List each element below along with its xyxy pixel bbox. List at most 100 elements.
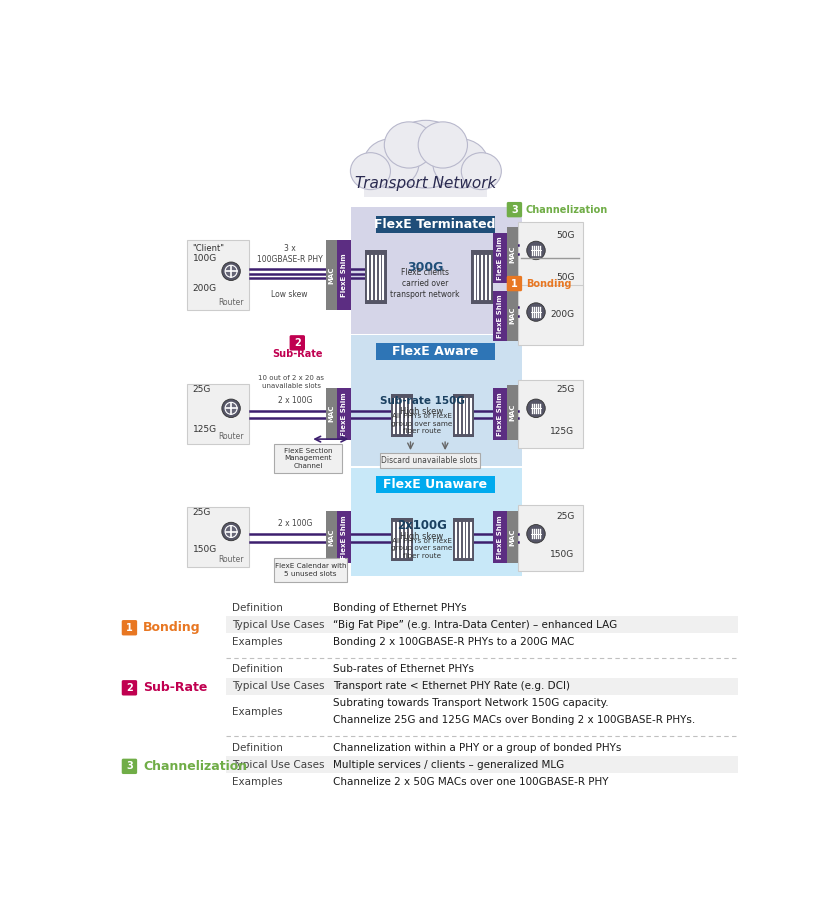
Text: FlexE Calendar with
5 unused slots: FlexE Calendar with 5 unused slots <box>274 563 346 577</box>
Bar <box>226 633 738 650</box>
Bar <box>326 388 337 440</box>
Text: Channelize 2 x 50G MACs over one 100GBASE-R PHY: Channelize 2 x 50G MACs over one 100GBAS… <box>334 777 609 787</box>
Text: 2x100G: 2x100G <box>397 518 447 532</box>
Text: Discard unavailable slots: Discard unavailable slots <box>381 456 478 465</box>
Text: Sub-rates of Ethernet PHYs: Sub-rates of Ethernet PHYs <box>334 664 475 674</box>
Text: 2: 2 <box>126 683 133 693</box>
Text: FlexE Shim: FlexE Shim <box>497 392 503 436</box>
Bar <box>226 661 738 678</box>
Text: 1: 1 <box>126 623 133 633</box>
Circle shape <box>222 262 240 281</box>
Bar <box>493 510 507 563</box>
Bar <box>326 240 337 310</box>
Circle shape <box>225 402 237 414</box>
Text: Sub-Rate: Sub-Rate <box>272 349 323 359</box>
Bar <box>187 240 249 310</box>
Text: FlexE Terminated: FlexE Terminated <box>374 218 496 230</box>
Bar <box>507 289 518 341</box>
Bar <box>226 740 738 756</box>
Bar <box>493 233 507 283</box>
FancyBboxPatch shape <box>122 680 137 696</box>
Text: 2 x 100G: 2 x 100G <box>278 519 312 528</box>
Text: 150G: 150G <box>550 550 575 559</box>
Text: “Big Fat Pipe” (e.g. Intra-Data Center) – enhanced LAG: “Big Fat Pipe” (e.g. Intra-Data Center) … <box>334 620 618 630</box>
Bar <box>274 444 342 473</box>
Bar <box>364 169 488 196</box>
FancyBboxPatch shape <box>507 276 522 292</box>
Text: 300G: 300G <box>407 261 444 274</box>
Text: FlexE Unaware: FlexE Unaware <box>383 478 487 491</box>
Text: FlexE Shim: FlexE Shim <box>497 294 503 338</box>
Bar <box>507 385 518 440</box>
Bar <box>376 216 495 233</box>
Text: 125G: 125G <box>550 427 575 436</box>
Text: MAC: MAC <box>328 528 334 545</box>
Text: Sub-rate 150G: Sub-rate 150G <box>379 396 465 407</box>
FancyBboxPatch shape <box>507 202 522 217</box>
Text: FlexE Shim: FlexE Shim <box>497 236 503 280</box>
Bar <box>226 678 738 695</box>
Text: Definition: Definition <box>232 664 283 674</box>
Text: MAC: MAC <box>509 246 515 263</box>
Text: Sub-Rate: Sub-Rate <box>143 681 208 694</box>
Text: 200G: 200G <box>550 310 575 319</box>
Bar <box>365 250 387 304</box>
Text: FlexE Shim: FlexE Shim <box>341 253 347 297</box>
Text: Channelization: Channelization <box>526 204 608 214</box>
Text: 100G: 100G <box>193 255 217 264</box>
Ellipse shape <box>418 122 468 168</box>
Circle shape <box>527 525 545 543</box>
Text: Subrating towards Transport Network 150G capacity.: Subrating towards Transport Network 150G… <box>334 698 609 708</box>
Text: Typical Use Cases: Typical Use Cases <box>232 760 324 770</box>
Text: MAC: MAC <box>509 404 515 421</box>
Bar <box>187 507 249 567</box>
Bar <box>351 468 522 576</box>
Text: Bonding: Bonding <box>526 279 571 289</box>
Ellipse shape <box>433 139 488 188</box>
Bar <box>391 394 413 436</box>
Text: FlexE Shim: FlexE Shim <box>341 515 347 559</box>
Bar <box>453 394 475 436</box>
Bar <box>337 510 351 563</box>
Bar <box>226 616 738 633</box>
Circle shape <box>222 399 240 418</box>
Text: MAC: MAC <box>509 306 515 324</box>
Bar <box>471 250 493 304</box>
Bar <box>351 207 522 334</box>
Text: Transport rate < Ethernet PHY Rate (e.g. DCI): Transport rate < Ethernet PHY Rate (e.g.… <box>334 681 570 691</box>
Text: Transport Network: Transport Network <box>355 176 496 191</box>
Bar <box>226 773 738 790</box>
Bar <box>326 510 337 563</box>
Text: Router: Router <box>219 555 244 564</box>
Ellipse shape <box>461 153 501 190</box>
Text: 3 x
100GBASE-R PHY: 3 x 100GBASE-R PHY <box>257 244 323 265</box>
Text: Bonding: Bonding <box>143 621 201 634</box>
Text: 50G: 50G <box>556 230 575 239</box>
Circle shape <box>225 526 237 537</box>
Text: Bonding of Ethernet PHYs: Bonding of Ethernet PHYs <box>334 603 467 613</box>
Text: High skew: High skew <box>400 407 444 416</box>
Bar <box>518 505 583 571</box>
Circle shape <box>527 302 545 321</box>
Bar <box>337 388 351 440</box>
Text: 10 out of 2 x 20 as
unavailable slots: 10 out of 2 x 20 as unavailable slots <box>259 375 324 389</box>
Bar <box>376 476 495 493</box>
FancyBboxPatch shape <box>122 620 137 635</box>
Bar <box>493 388 507 440</box>
Text: FlexE clients
carried over
transport network: FlexE clients carried over transport net… <box>390 268 460 299</box>
FancyBboxPatch shape <box>122 759 137 774</box>
Text: Channelization: Channelization <box>143 760 248 773</box>
Text: 1: 1 <box>511 279 518 289</box>
Text: MAC: MAC <box>509 528 515 545</box>
Bar <box>274 558 347 582</box>
Circle shape <box>222 522 240 541</box>
Bar <box>453 518 475 561</box>
Bar <box>226 599 738 616</box>
Text: 25G: 25G <box>556 511 575 520</box>
Ellipse shape <box>387 121 465 188</box>
Text: MAC: MAC <box>328 266 334 284</box>
Bar <box>226 695 738 729</box>
Bar <box>226 756 738 773</box>
Text: Low skew: Low skew <box>271 290 308 299</box>
Bar <box>391 518 413 561</box>
